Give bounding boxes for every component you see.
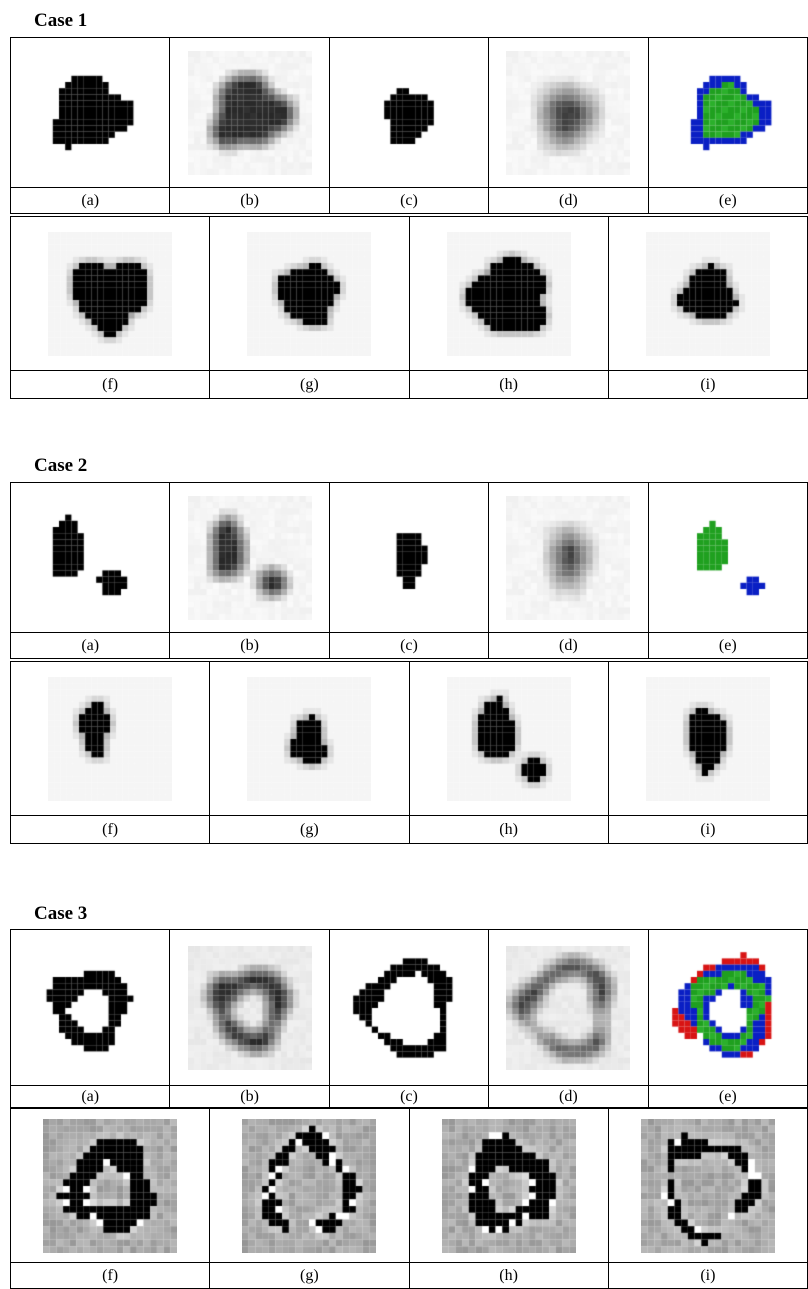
- case-2-image-c: [346, 495, 471, 620]
- case-1-panel-a: [9, 37, 171, 188]
- case-1-panel-d: [488, 37, 649, 188]
- case-1-label-h: (h): [408, 370, 609, 399]
- case-2-panel-g: [209, 661, 410, 816]
- case-3-image-d: [506, 945, 631, 1070]
- case-3-image-b: [187, 945, 312, 1070]
- case-1-image-i: [645, 231, 770, 356]
- case-2-image-a: [28, 495, 153, 620]
- case-2-image-g: [247, 676, 372, 801]
- case-1-title: Case 1: [34, 10, 88, 31]
- case-2-label-h: (h): [408, 815, 609, 844]
- case-3-image-e: [665, 945, 790, 1070]
- case-3-panel-d: [488, 929, 649, 1086]
- case-3-label-d: (d): [488, 1085, 649, 1108]
- case-1-image-c: [346, 50, 471, 175]
- case-3-image-a: [28, 945, 153, 1070]
- case-1-label-e: (e): [647, 187, 808, 214]
- case-3-panel-a: [9, 929, 171, 1086]
- case-2-label-c: (c): [328, 632, 490, 659]
- case-3-panel-g: [209, 1108, 410, 1263]
- case-3-row-1: (a) (b) (c) (d) (e): [9, 929, 808, 1108]
- case-1-label-i: (i): [607, 370, 808, 399]
- case-3-panel-e: [647, 929, 808, 1086]
- case-3-label-a: (a): [9, 1085, 171, 1108]
- case-3-panel-c: [328, 929, 490, 1086]
- case-1-panel-c: [328, 37, 490, 188]
- case-3-title: Case 3: [34, 903, 88, 924]
- case-1-label-g: (g): [209, 370, 410, 399]
- case-3-panel-h: [408, 1108, 609, 1263]
- case-2-image-f: [48, 676, 173, 801]
- case-3-label-h: (h): [408, 1262, 609, 1289]
- case-1-label-f: (f): [9, 370, 211, 399]
- case-1-panel-i: [607, 216, 808, 371]
- case-2-panel-c: [328, 482, 490, 633]
- case-3-label-g: (g): [209, 1262, 410, 1289]
- case-1-image-f: [48, 231, 173, 356]
- case-2-image-i: [645, 676, 770, 801]
- case-2-label-a: (a): [9, 632, 171, 659]
- case-1-image-g: [247, 231, 372, 356]
- case-2-image-b: [187, 495, 312, 620]
- case-3-row-2: (f) (g) (h) (i): [9, 1108, 808, 1289]
- case-1-label-c: (c): [328, 187, 490, 214]
- case-3-panel-i: [607, 1108, 808, 1263]
- case-2-panel-b: [169, 482, 330, 633]
- case-3-label-f: (f): [9, 1262, 211, 1289]
- case-1-row-2: (f) (g) (h) (i): [9, 216, 808, 399]
- case-2-panel-f: [9, 661, 211, 816]
- case-2-title: Case 2: [34, 455, 88, 476]
- case-2-label-f: (f): [9, 815, 211, 844]
- case-2-row-2: (f) (g) (h) (i): [9, 661, 808, 844]
- case-1-image-a: [28, 50, 153, 175]
- case-2-label-b: (b): [169, 632, 330, 659]
- case-3-image-i: [640, 1118, 775, 1253]
- case-3-label-i: (i): [607, 1262, 808, 1289]
- case-3-image-g: [242, 1118, 377, 1253]
- case-1-panel-b: [169, 37, 330, 188]
- case-2-label-d: (d): [488, 632, 649, 659]
- case-1-image-h: [446, 231, 571, 356]
- case-1-image-e: [665, 50, 790, 175]
- case-1-label-b: (b): [169, 187, 330, 214]
- case-1-panel-e: [647, 37, 808, 188]
- case-1-panel-g: [209, 216, 410, 371]
- case-1-label-d: (d): [488, 187, 649, 214]
- case-2-row-1: (a) (b) (c) (d) (e): [9, 482, 808, 659]
- case-3-image-f: [43, 1118, 178, 1253]
- case-3-label-e: (e): [647, 1085, 808, 1108]
- case-1-image-d: [506, 50, 631, 175]
- case-3-panel-b: [169, 929, 330, 1086]
- case-1-label-a: (a): [9, 187, 171, 214]
- case-1-panel-f: [9, 216, 211, 371]
- case-2-image-e: [665, 495, 790, 620]
- case-1-image-b: [187, 50, 312, 175]
- case-1-row-1: (a) (b) (c) (d) (e): [9, 37, 808, 214]
- case-2-label-g: (g): [209, 815, 410, 844]
- case-2-panel-i: [607, 661, 808, 816]
- case-2-panel-h: [408, 661, 609, 816]
- case-3-panel-f: [9, 1108, 211, 1263]
- case-3-image-h: [441, 1118, 576, 1253]
- case-3-label-c: (c): [328, 1085, 490, 1108]
- case-2-label-i: (i): [607, 815, 808, 844]
- case-2-panel-e: [647, 482, 808, 633]
- case-1-panel-h: [408, 216, 609, 371]
- case-3-label-b: (b): [169, 1085, 330, 1108]
- case-2-panel-a: [9, 482, 171, 633]
- case-3-image-c: [346, 945, 471, 1070]
- case-2-image-d: [506, 495, 631, 620]
- case-2-image-h: [446, 676, 571, 801]
- case-2-label-e: (e): [647, 632, 808, 659]
- case-2-panel-d: [488, 482, 649, 633]
